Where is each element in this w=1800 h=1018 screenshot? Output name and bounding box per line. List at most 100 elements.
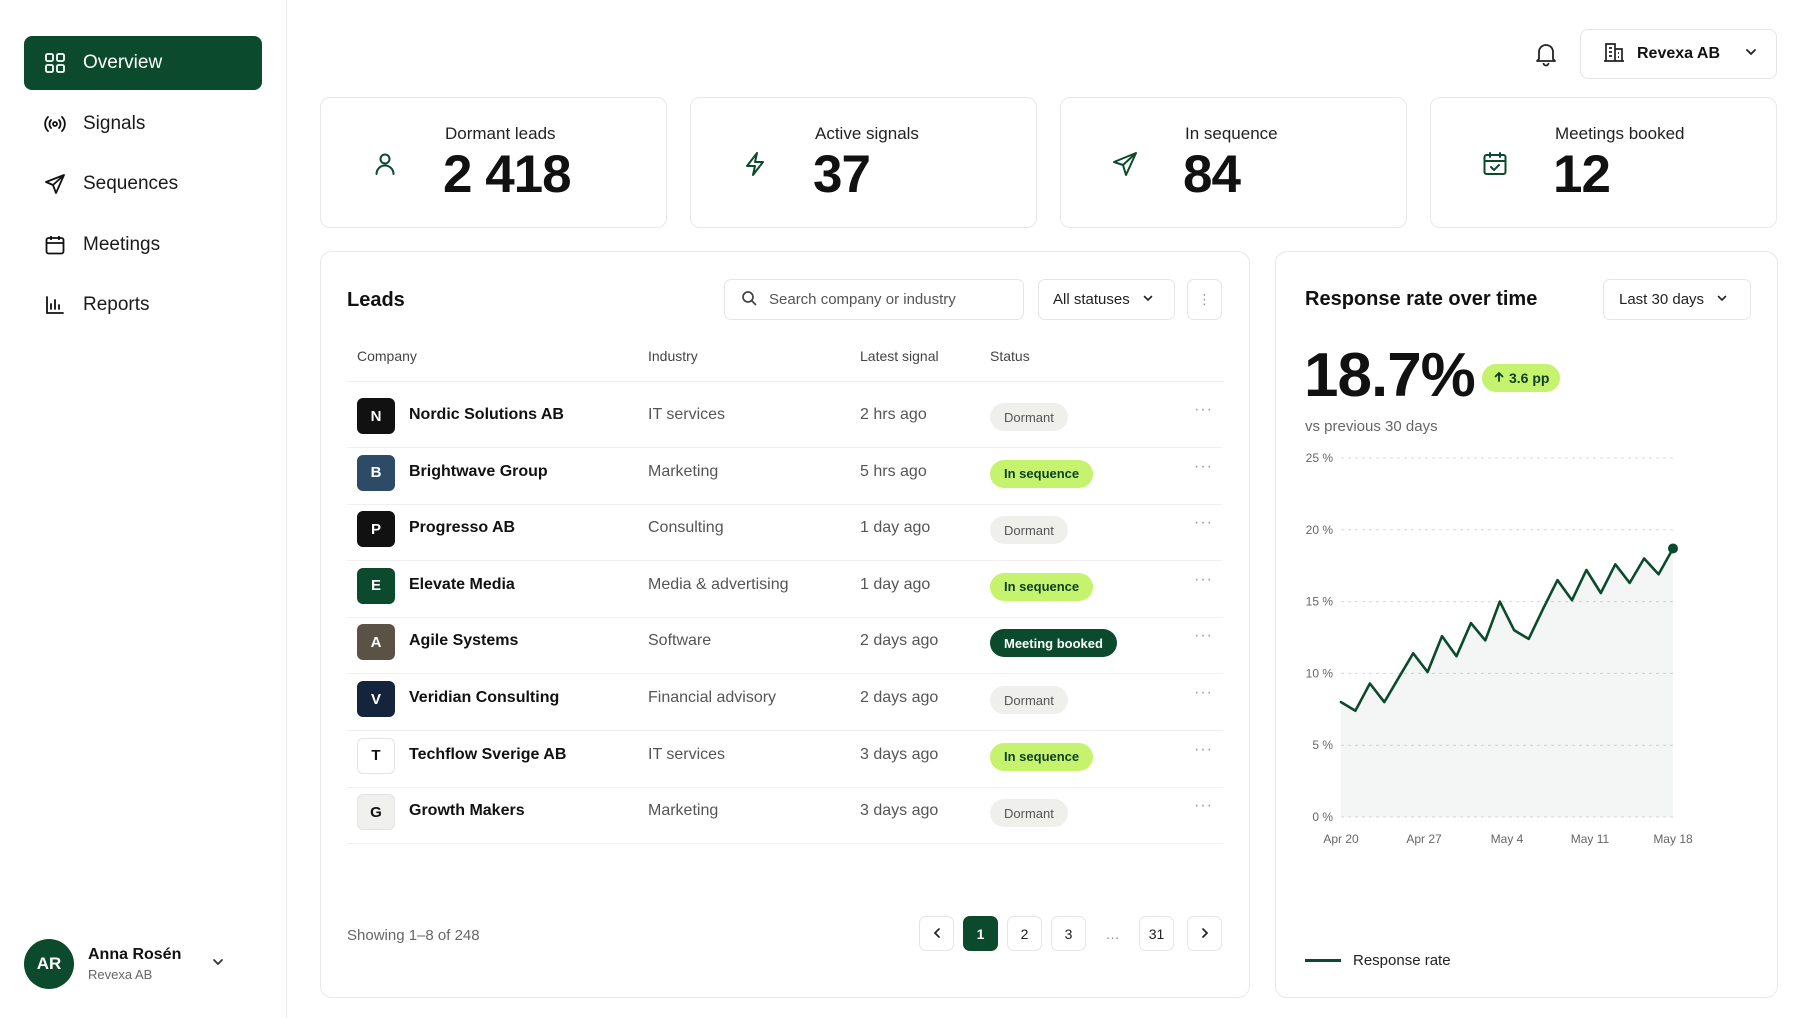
sidebar-item-sequences[interactable]: Sequences [24,157,262,211]
bell-icon[interactable] [1532,40,1560,68]
response-rate-card: Response rate over time Last 30 days 18.… [1275,251,1778,998]
table-row[interactable]: T Techflow Sverige AB IT services 3 days ag… [347,723,1223,788]
company-selector[interactable]: Revexa AB [1580,29,1777,79]
company-initial: V [357,681,395,717]
company-name: Agile Systems [409,632,519,650]
table-row[interactable]: G Growth Makers Marketing 3 days ago Dormant… [347,779,1223,845]
next-page-button[interactable] [1187,916,1222,951]
table-row[interactable]: A Agile Systems Software 2 days ago Meeting … [347,609,1223,675]
chevron-left-icon [932,926,942,942]
sidebar: Overview Signals Sequences Meetings Repo… [0,0,287,1018]
column-header: Company [357,348,417,364]
page-button[interactable]: 3 [1051,916,1086,951]
table-header: Company Industry Latest signal Status [347,348,1223,382]
company-name: Brightwave Group [409,462,548,480]
company-initial: A [357,624,395,661]
row-more-icon[interactable]: ··· [1194,514,1213,532]
industry: IT services [648,745,726,763]
response-rate-value: 18.7% [1304,341,1476,410]
industry: Software [648,632,712,650]
sidebar-item-label: Overview [83,52,163,73]
company-name: Revexa AB [1637,45,1721,62]
table-row[interactable]: N Nordic Solutions AB IT services 2 hrs ago… [347,383,1223,448]
more-options-button[interactable]: ⋮ [1187,279,1222,320]
row-more-icon[interactable]: ··· [1194,627,1213,645]
stat-card-dormant-leads: Dormant leads 2 418 [320,97,667,228]
sidebar-item-label: Reports [83,294,150,315]
company-initial: P [357,511,395,548]
stat-value: 84 [1183,145,1241,204]
x-tick-label: May 18 [1653,832,1693,846]
latest-signal: 1 day ago [860,519,931,537]
company-name: Veridian Consulting [409,689,560,706]
latest-signal: 1 day ago [860,575,931,593]
table-row[interactable]: B Brightwave Group Marketing 5 hrs ago In se… [347,440,1223,505]
user-menu[interactable]: AR Anna Rosén Revexa AB [24,939,225,989]
industry: Marketing [648,802,719,820]
status-badge: Dormant [990,686,1068,714]
stat-label: Meetings booked [1555,124,1685,143]
date-range-selector[interactable]: Last 30 days [1603,279,1751,320]
column-header: Latest signal [860,348,939,364]
row-more-icon[interactable]: ··· [1194,457,1213,475]
y-tick-label: 5 % [1312,738,1333,752]
sidebar-item-signals[interactable]: Signals [24,97,262,151]
status-filter[interactable]: All statuses [1038,279,1175,320]
chevron-down-icon [1716,291,1728,308]
sidebar-item-meetings[interactable]: Meetings [24,218,262,272]
user-name: Anna Rosén [88,946,182,963]
stat-value: 2 418 [443,145,572,204]
table-row[interactable]: V Veridian Consulting Financial advisory 2 … [347,666,1223,731]
latest-signal: 2 hrs ago [860,406,927,423]
y-tick-label: 0 % [1312,810,1333,824]
row-more-icon[interactable]: ··· [1194,797,1213,815]
comparison-text: vs previous 30 days [1305,418,1438,435]
row-more-icon[interactable]: ··· [1194,401,1213,418]
industry: Financial advisory [648,689,777,706]
sidebar-item-reports[interactable]: Reports [24,278,262,332]
date-range-label: Last 30 days [1619,291,1705,308]
column-header: Industry [648,348,698,364]
status-badge: In sequence [990,572,1094,601]
company-name: Growth Makers [409,802,525,820]
page-button[interactable]: 31 [1139,916,1174,951]
x-tick-label: May 4 [1491,832,1524,846]
row-more-icon[interactable]: ··· [1194,570,1213,588]
sidebar-item-label: Signals [83,113,146,134]
stat-label: In sequence [1185,124,1278,143]
arrow-up-icon [1493,370,1505,386]
prev-page-button[interactable] [919,916,954,951]
send-icon [1111,150,1139,178]
company-initial: T [357,737,395,774]
x-tick-label: Apr 27 [1406,832,1442,846]
stat-card-active-signals: Active signals 37 [690,97,1037,228]
page-button[interactable]: 2 [1007,916,1042,951]
search-input[interactable]: Search company or industry [724,279,1024,320]
pagination-summary: Showing 1–8 of 248 [347,927,480,944]
stat-label: Active signals [815,124,919,143]
lightning-icon [741,150,769,178]
latest-signal: 2 days ago [860,689,939,706]
calendar-icon [43,233,67,257]
series-line [1339,547,1675,712]
response-rate-chart: 0 % 5 % 10 % 15 % 20 % 25 % Apr 20 Apr 27 May 4… [1306,452,1693,846]
table-row[interactable]: P Progresso AB Consulting 1 day ago Dormant ·… [347,496,1223,562]
company-initial: B [357,454,395,491]
latest-signal: 3 days ago [860,802,939,820]
chevron-down-icon [211,955,225,974]
user-org: Revexa AB [88,967,153,982]
sidebar-item-overview[interactable]: Overview [24,36,262,90]
y-tick-label: 10 % [1306,666,1334,680]
row-more-icon[interactable]: ··· [1194,740,1213,758]
stat-card-in-sequence: In sequence 84 [1060,97,1407,228]
stat-card-meetings-booked: Meetings booked 12 [1430,97,1777,228]
kebab-icon: ⋮ [1197,291,1212,307]
table-row[interactable]: E Elevate Media Media & advertising 1 day a… [347,553,1223,618]
row-more-icon[interactable]: ··· [1194,684,1213,701]
industry: IT services [648,406,726,423]
company-name: Elevate Media [409,575,515,593]
y-tick-label: 20 % [1306,523,1334,537]
sidebar-item-label: Meetings [83,234,161,255]
page-button[interactable]: 1 [963,916,998,951]
area-fill [1341,548,1673,817]
